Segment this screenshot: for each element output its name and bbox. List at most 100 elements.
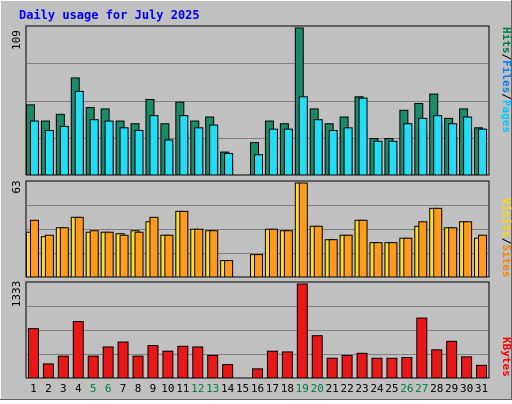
pages-bar-day-30 bbox=[463, 116, 473, 176]
sites-bar-day-12 bbox=[194, 228, 204, 278]
x-tick-label-day-21: 21 bbox=[326, 382, 339, 395]
kbytes-bar-day-5 bbox=[87, 355, 99, 379]
x-tick-label-day-22: 22 bbox=[340, 382, 353, 395]
pages-bar-day-28 bbox=[433, 115, 443, 176]
kbytes-bar-day-29 bbox=[446, 340, 458, 379]
legend-visits: Visits bbox=[500, 198, 512, 238]
x-tick-label-day-13: 13 bbox=[206, 382, 219, 395]
legend-sep-1: / bbox=[500, 93, 512, 100]
pages-bar-day-17 bbox=[268, 128, 278, 176]
x-tick-label-day-10: 10 bbox=[161, 382, 174, 395]
svg-text:Visits/Sites: Visits/Sites bbox=[500, 198, 512, 278]
kbytes-bar-day-24 bbox=[371, 357, 383, 379]
sites-bar-day-23 bbox=[358, 219, 368, 278]
x-tick-label-day-9: 9 bbox=[150, 382, 157, 395]
sites-bar-day-30 bbox=[463, 221, 473, 278]
kbytes-bar-day-27 bbox=[416, 317, 428, 379]
hits-ymax-label: 109 bbox=[10, 30, 23, 50]
x-tick-label-day-4: 4 bbox=[75, 382, 82, 395]
x-tick-label-day-30: 30 bbox=[460, 382, 473, 395]
svg-text:Hits/Files/Pages: Hits/Files/Pages bbox=[500, 27, 512, 133]
x-tick-label-day-27: 27 bbox=[415, 382, 428, 395]
kbytes-bar-day-17 bbox=[266, 350, 278, 379]
sites-bar-day-31 bbox=[478, 234, 488, 278]
legend-sites: Sites bbox=[500, 244, 512, 277]
pages-bar-day-13 bbox=[209, 124, 219, 176]
x-tick-label-day-1: 1 bbox=[30, 382, 37, 395]
kbytes-bar-day-12 bbox=[192, 346, 204, 379]
bar-marks bbox=[25, 27, 488, 379]
legend-kbytes: KBytes bbox=[500, 337, 512, 377]
legend-sep-visits: / bbox=[500, 238, 512, 245]
pages-bar-day-9 bbox=[149, 115, 159, 176]
legend-sep-2: / bbox=[500, 54, 512, 61]
chart-title: Daily usage for July 2025 bbox=[19, 8, 200, 22]
sites-bar-day-4 bbox=[74, 216, 84, 278]
pages-bar-day-25 bbox=[388, 140, 398, 176]
x-tick-label-day-25: 25 bbox=[385, 382, 398, 395]
x-tick-label-day-2: 2 bbox=[45, 382, 52, 395]
sites-bar-day-1 bbox=[29, 219, 39, 278]
sites-bar-day-3 bbox=[59, 227, 69, 278]
pages-bar-day-8 bbox=[134, 129, 144, 176]
pages-bar-day-24 bbox=[373, 140, 383, 176]
legend-files: Files bbox=[500, 60, 512, 93]
x-tick-label-day-17: 17 bbox=[266, 382, 279, 395]
sites-bar-day-16 bbox=[254, 254, 263, 278]
kbytes-bar-day-11 bbox=[177, 345, 189, 379]
sites-bar-day-20 bbox=[313, 225, 323, 278]
pages-bar-day-27 bbox=[418, 117, 428, 176]
kbytes-bar-day-13 bbox=[207, 354, 219, 379]
kbytes-bar-day-23 bbox=[356, 352, 368, 379]
x-tick-label-day-3: 3 bbox=[60, 382, 67, 395]
kbytes-bar-day-21 bbox=[326, 357, 338, 379]
x-tick-label-day-5: 5 bbox=[90, 382, 97, 395]
x-tick-label-day-14: 14 bbox=[221, 382, 235, 395]
x-tick-label-day-31: 31 bbox=[475, 382, 488, 395]
kbytes-bar-day-26 bbox=[401, 357, 413, 379]
x-tick-label-day-24: 24 bbox=[370, 382, 384, 395]
pages-bar-day-23 bbox=[358, 97, 368, 176]
sites-bar-day-6 bbox=[104, 231, 114, 278]
kbytes-bar-day-19 bbox=[296, 283, 308, 379]
kbytes-bar-day-4 bbox=[72, 321, 84, 379]
x-tick-label-day-28: 28 bbox=[430, 382, 443, 395]
kbytes-bar-day-18 bbox=[281, 351, 293, 379]
sites-bar-day-14 bbox=[224, 260, 234, 278]
visits-ymax-label: 63 bbox=[10, 180, 23, 193]
pages-bar-day-14 bbox=[224, 152, 234, 176]
kbytes-bar-day-9 bbox=[147, 345, 159, 379]
kbytes-bar-day-30 bbox=[461, 356, 473, 379]
x-tick-label-day-18: 18 bbox=[281, 382, 294, 395]
kbytes-bar-day-28 bbox=[431, 349, 443, 379]
sites-bar-day-25 bbox=[388, 242, 398, 278]
pages-bar-day-1 bbox=[29, 120, 39, 176]
pages-bar-day-6 bbox=[104, 120, 114, 176]
sites-bar-day-5 bbox=[89, 230, 99, 278]
sites-bar-day-19 bbox=[298, 182, 308, 278]
pages-bar-day-3 bbox=[59, 125, 69, 176]
kbytes-bar-day-20 bbox=[311, 335, 323, 379]
kbytes-legend: KBytes bbox=[500, 337, 512, 377]
kbytes-bar-day-3 bbox=[57, 355, 69, 379]
sites-bar-day-9 bbox=[149, 216, 159, 278]
pages-bar-day-29 bbox=[448, 123, 458, 176]
x-tick-label-day-16: 16 bbox=[251, 382, 264, 395]
pages-bar-day-12 bbox=[194, 127, 204, 176]
sites-bar-day-29 bbox=[448, 227, 458, 278]
pages-bar-day-10 bbox=[164, 139, 174, 176]
x-tick-label-day-8: 8 bbox=[135, 382, 142, 395]
x-tick-label-day-26: 26 bbox=[400, 382, 413, 395]
sites-bar-day-18 bbox=[283, 230, 293, 278]
pages-bar-day-2 bbox=[44, 129, 54, 176]
x-tick-label-day-7: 7 bbox=[120, 382, 127, 395]
sites-bar-day-10 bbox=[164, 234, 174, 278]
sites-bar-day-24 bbox=[373, 242, 383, 278]
sites-bar-day-17 bbox=[268, 228, 278, 278]
x-tick-label-day-12: 12 bbox=[191, 382, 204, 395]
pages-bar-day-4 bbox=[74, 90, 84, 176]
x-tick-label-day-23: 23 bbox=[355, 382, 368, 395]
sites-bar-day-28 bbox=[433, 207, 443, 278]
sites-bar-day-21 bbox=[328, 239, 338, 278]
legend-pages: Pages bbox=[500, 100, 512, 133]
